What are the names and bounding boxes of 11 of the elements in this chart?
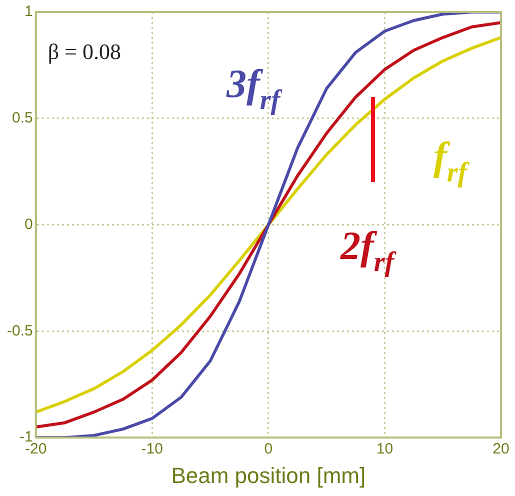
annotation: β = 0.08 <box>48 38 121 64</box>
x-tick-label: -10 <box>141 440 163 458</box>
y-tick-label: 0 <box>24 216 33 233</box>
x-tick-label: 20 <box>492 440 510 458</box>
x-tick-label: -20 <box>25 440 47 458</box>
y-tick-label: 0.5 <box>12 110 33 127</box>
x-axis-title: Beam position [mm] <box>171 462 366 488</box>
x-tick-label: 10 <box>376 440 394 458</box>
y-tick-label: -0.5 <box>6 322 33 340</box>
x-tick-label: 0 <box>264 440 273 458</box>
y-tick-label: 1 <box>24 3 33 20</box>
